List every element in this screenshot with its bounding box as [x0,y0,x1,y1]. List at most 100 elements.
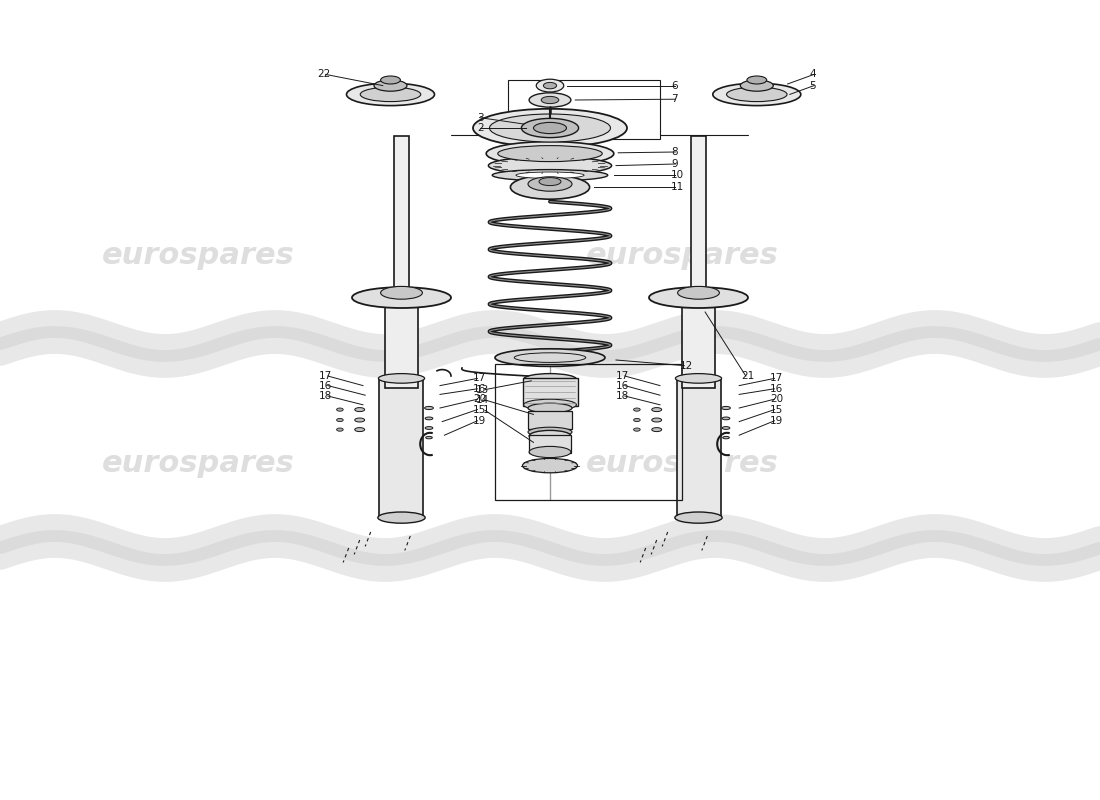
Ellipse shape [675,374,722,383]
Ellipse shape [425,406,433,410]
Ellipse shape [524,399,576,410]
Text: 12: 12 [680,361,693,370]
Text: eurospares: eurospares [585,450,779,478]
Text: 18: 18 [319,391,332,401]
Ellipse shape [651,418,661,422]
Ellipse shape [497,146,603,162]
Text: 16: 16 [616,381,629,390]
Text: 10: 10 [671,170,684,180]
Ellipse shape [337,408,343,411]
Text: eurospares: eurospares [585,242,779,270]
Ellipse shape [529,446,571,458]
Bar [692,136,706,296]
Ellipse shape [634,408,640,411]
Ellipse shape [713,83,801,106]
Text: 16: 16 [770,384,783,394]
Text: 18: 18 [616,391,629,401]
Text: 8: 8 [671,147,678,157]
Ellipse shape [381,286,422,299]
Text: 1: 1 [483,406,490,415]
Ellipse shape [651,408,661,411]
Text: 15: 15 [770,405,783,414]
Text: 20: 20 [473,394,486,404]
Ellipse shape [378,512,426,523]
Ellipse shape [528,403,572,413]
Ellipse shape [361,87,420,102]
Ellipse shape [529,430,571,442]
Text: 5: 5 [810,81,816,90]
Bar [528,411,572,429]
Text: 17: 17 [616,371,629,381]
Bar [379,380,424,516]
Ellipse shape [537,79,563,92]
Ellipse shape [381,76,400,84]
Text: 16: 16 [473,384,486,394]
Ellipse shape [541,96,559,104]
Text: 11: 11 [671,182,684,192]
Text: 2: 2 [477,123,484,133]
Ellipse shape [425,426,433,430]
Ellipse shape [539,178,561,186]
Bar [495,364,682,500]
Text: 19: 19 [473,416,486,426]
Ellipse shape [378,374,425,383]
Bar [394,136,409,296]
Text: 17: 17 [473,374,486,383]
Ellipse shape [528,427,572,437]
Text: 22: 22 [317,70,330,79]
Text: 9: 9 [671,159,678,169]
Text: 3: 3 [477,113,484,122]
Text: 14: 14 [476,395,490,405]
Text: eurospares: eurospares [101,242,295,270]
Ellipse shape [649,287,748,308]
Bar [676,380,720,516]
Ellipse shape [425,417,433,420]
Text: 20: 20 [770,394,783,404]
Ellipse shape [337,428,343,431]
Ellipse shape [352,287,451,308]
Text: 13: 13 [476,385,490,394]
Bar [682,304,715,388]
Ellipse shape [488,157,612,174]
Ellipse shape [722,406,730,410]
Text: 4: 4 [810,70,816,79]
Ellipse shape [354,418,364,422]
Ellipse shape [634,418,640,422]
Ellipse shape [337,418,343,422]
Ellipse shape [726,87,786,102]
Text: 21: 21 [741,371,755,381]
Ellipse shape [543,82,557,89]
Text: 16: 16 [319,381,332,390]
Text: 7: 7 [671,94,678,104]
Ellipse shape [516,172,584,178]
Text: eurospares: eurospares [101,450,295,478]
Ellipse shape [740,80,773,91]
Ellipse shape [490,114,610,142]
Ellipse shape [722,426,730,430]
Ellipse shape [486,142,614,166]
Ellipse shape [521,118,579,138]
Bar [529,435,571,453]
Text: 19: 19 [770,416,783,426]
Text: 17: 17 [319,371,332,381]
Ellipse shape [675,512,723,523]
Ellipse shape [678,286,719,299]
Ellipse shape [529,93,571,107]
Bar [522,378,578,406]
Ellipse shape [510,175,590,199]
Ellipse shape [354,427,364,431]
Ellipse shape [634,428,640,431]
Ellipse shape [354,408,364,411]
Ellipse shape [747,76,767,84]
Ellipse shape [722,417,730,420]
Ellipse shape [495,349,605,366]
Text: 17: 17 [770,374,783,383]
Ellipse shape [651,427,661,431]
Ellipse shape [528,177,572,191]
Ellipse shape [493,170,607,181]
Text: 15: 15 [473,405,486,414]
Ellipse shape [723,437,729,438]
Ellipse shape [534,122,566,134]
Ellipse shape [473,109,627,147]
Ellipse shape [522,458,578,473]
